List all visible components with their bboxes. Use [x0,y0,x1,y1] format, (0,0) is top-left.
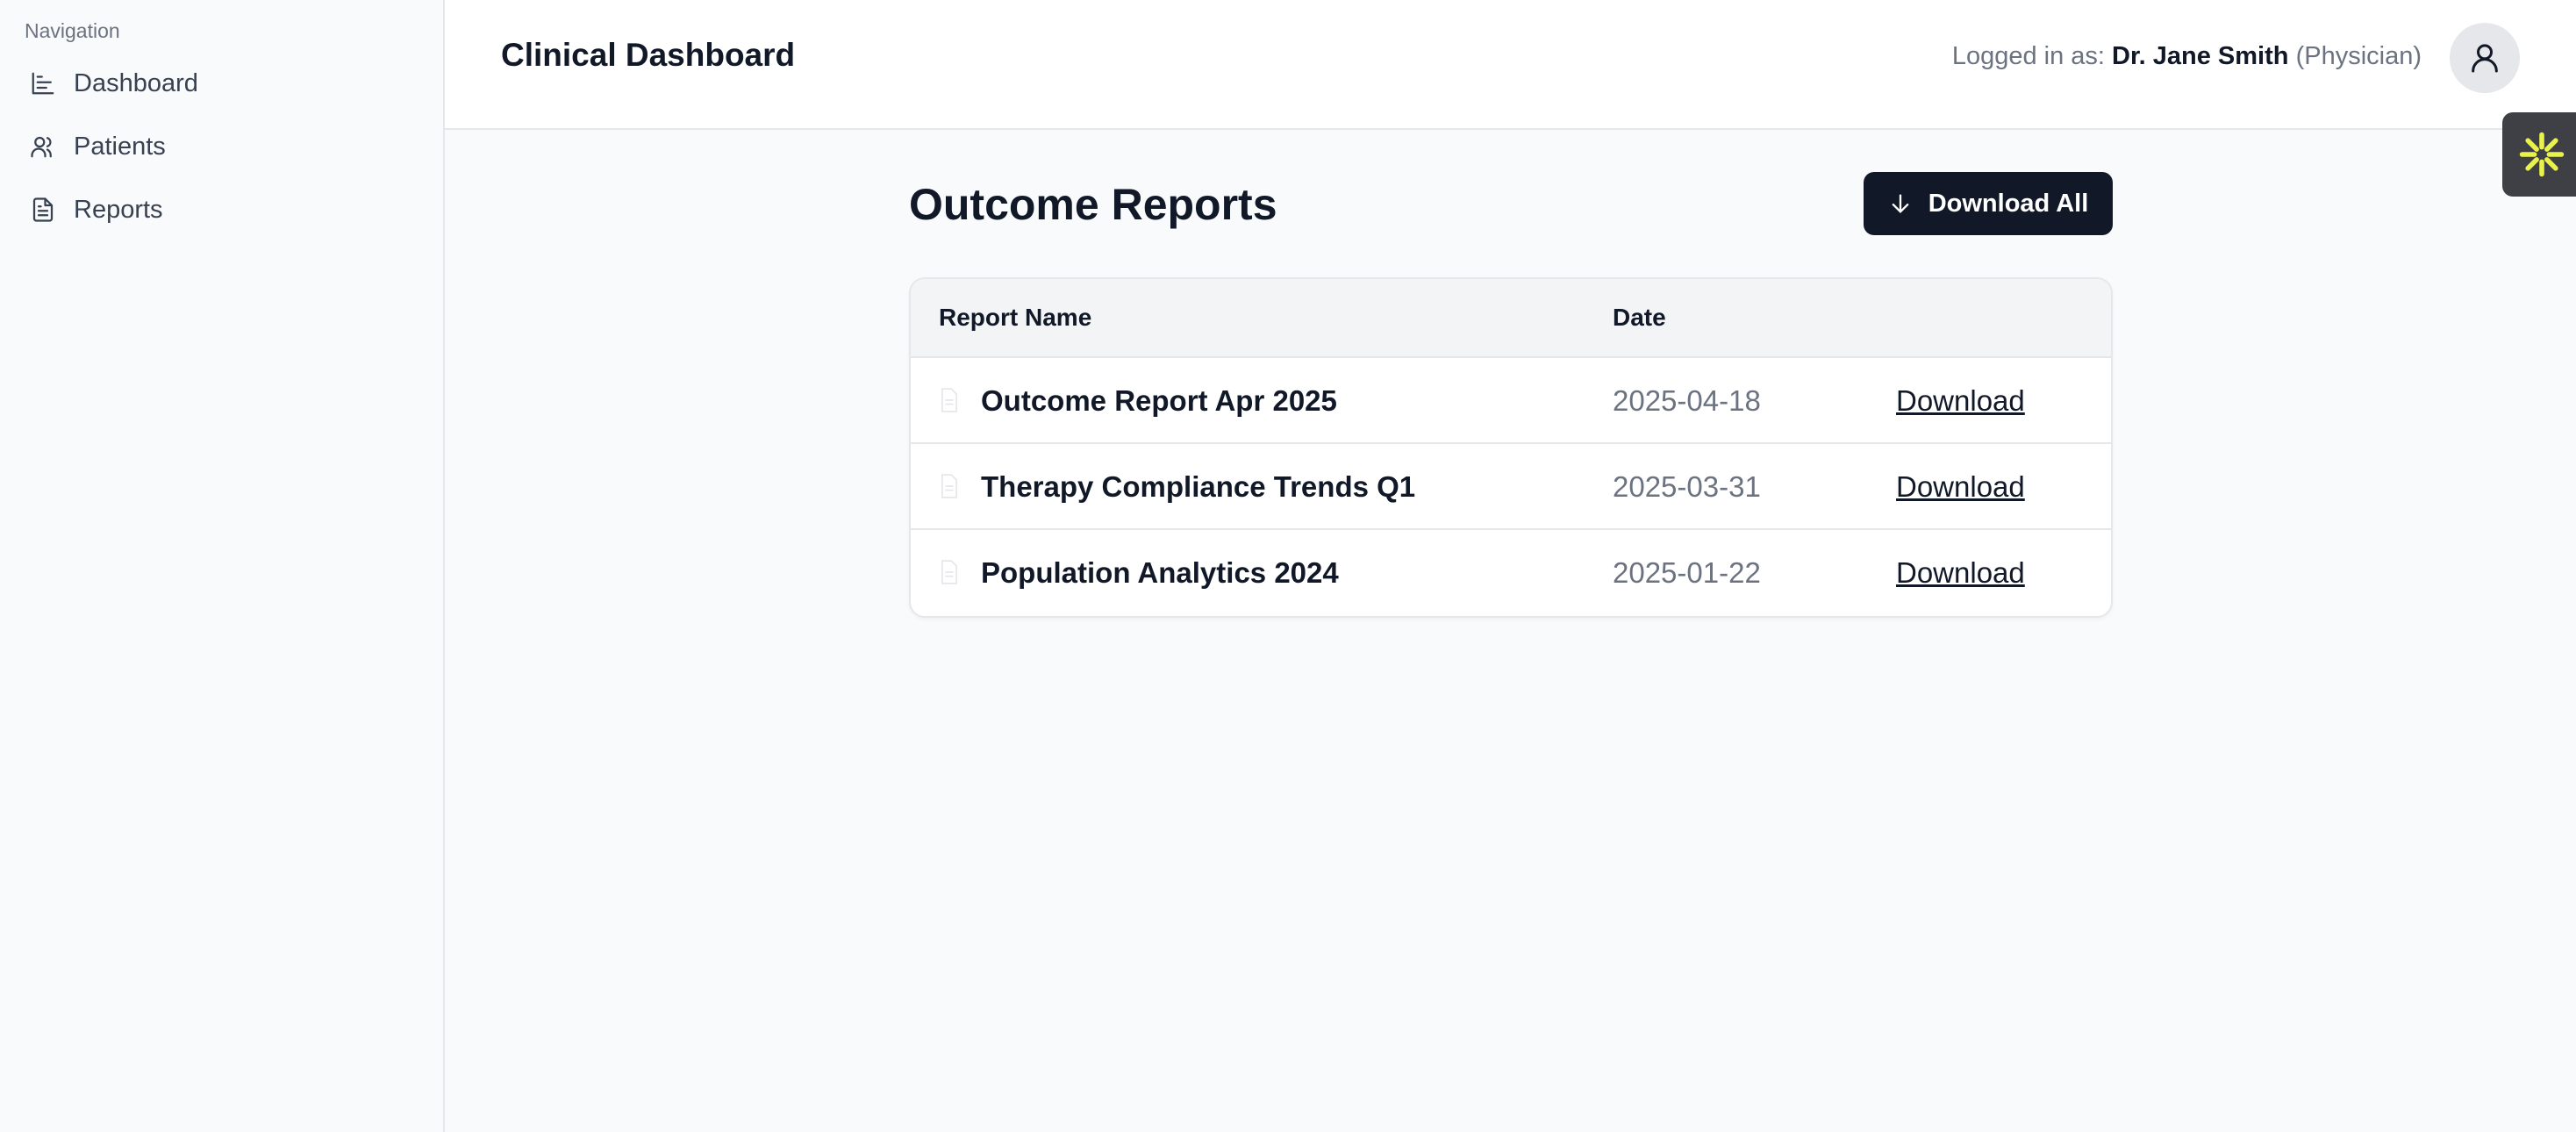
sidebar-item-label: Reports [74,195,163,224]
page-header: Outcome Reports Download All [909,172,2113,235]
nav-heading: Navigation [25,19,120,42]
column-header-date: Date [1613,304,1666,331]
login-info: Logged in as: Dr. Jane Smith (Physician) [1952,42,2422,71]
report-date: 2025-04-18 [1613,384,1761,417]
user-icon [2472,44,2498,73]
column-header-report-name: Report Name [939,304,1092,331]
reports-table: Report Name Date Outcome Report Apr 2025… [909,277,2113,618]
page-title: Outcome Reports [909,180,1277,229]
download-link[interactable]: Download [1896,556,2025,589]
sidebar-item-reports[interactable]: Reports [12,186,431,233]
sidebar: Navigation Dashboard Patients [0,0,445,1132]
chart-icon [30,70,56,97]
download-link[interactable]: Download [1896,384,2025,417]
document-icon [941,474,958,498]
report-date: 2025-01-22 [1613,556,1761,589]
table-row: Outcome Report Apr 2025 2025-04-18 Downl… [911,358,2111,444]
document-icon [941,388,958,412]
sidebar-item-label: Dashboard [74,68,198,97]
arrow-down-icon [1892,194,1909,213]
user-role: (Physician) [2295,42,2422,70]
table-row: Therapy Compliance Trends Q1 2025-03-31 … [911,444,2111,530]
download-all-button[interactable]: Download All [1864,172,2113,235]
report-name: Population Analytics 2024 [981,556,1339,589]
download-link[interactable]: Download [1896,470,2025,503]
login-prefix: Logged in as: [1951,42,2105,70]
report-date: 2025-03-31 [1613,470,1761,503]
sidebar-item-label: Patients [74,132,166,161]
avatar[interactable] [2450,23,2520,93]
user-name: Dr. Jane Smith [2112,42,2289,70]
sidebar-item-patients[interactable]: Patients [12,123,431,170]
top-header: Clinical Dashboard Logged in as: Dr. Jan… [445,0,2576,130]
table-header: Report Name Date [911,279,2111,358]
download-all-label: Download All [1928,189,2089,218]
document-icon [941,560,958,584]
report-name: Therapy Compliance Trends Q1 [981,470,1416,503]
app-title: Clinical Dashboard [501,37,796,73]
sidebar-item-dashboard[interactable]: Dashboard [12,60,431,107]
table-row: Population Analytics 2024 2025-01-22 Dow… [911,530,2111,616]
assistant-widget-button[interactable] [2502,112,2576,197]
file-icon [30,197,56,223]
users-icon [30,133,56,160]
asterisk-icon [2519,132,2565,177]
main-content: Outcome Reports Download All Report Name… [909,172,2113,618]
report-name: Outcome Report Apr 2025 [981,384,1337,417]
